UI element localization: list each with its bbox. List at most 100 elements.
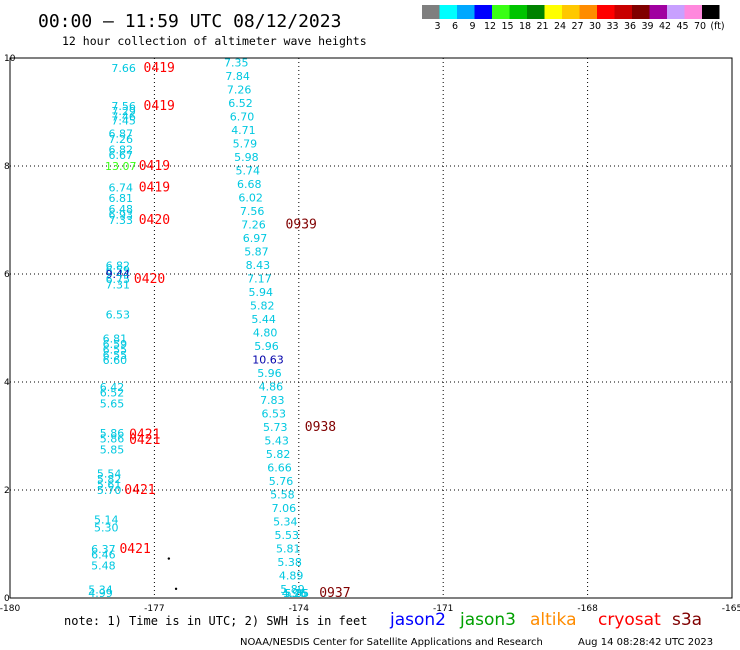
data-point-label: 6.67 [108, 149, 133, 162]
data-point-label: 5.34 [273, 516, 298, 529]
data-point-label: 8.43 [246, 259, 271, 272]
colorbar-swatch [702, 5, 720, 19]
colorbar-label: 21 [536, 21, 548, 32]
colorbar-label: 24 [554, 21, 566, 32]
y-tick-label: 2 [4, 486, 10, 496]
pass-time-label: 0937 [319, 586, 350, 601]
data-point-label: 7.66 [111, 62, 136, 75]
data-point-label: 5.48 [91, 559, 116, 572]
data-point-label: 4.86 [259, 381, 284, 394]
data-point-label: 6.55 [103, 343, 128, 356]
data-point-label: 6.42 [100, 381, 125, 394]
data-point-label: 5.38 [277, 556, 302, 569]
data-point-label: 4.99 [88, 587, 113, 600]
data-point-label: 7.06 [272, 502, 297, 515]
colorbar-label: 42 [659, 21, 671, 32]
data-point-label: 13.07 [105, 160, 137, 173]
colorbar-label: 27 [571, 21, 583, 32]
pass-time-label: 0421 [129, 433, 160, 448]
pass-time-label: 0419 [139, 159, 170, 174]
colorbar-swatch [492, 5, 510, 19]
data-point-label: 7.56 [111, 100, 136, 113]
colorbar-swatch [614, 5, 632, 19]
pass-time-label: 0419 [144, 99, 175, 114]
data-point-label: 9.44 [106, 268, 131, 281]
data-point-label: 7.17 [247, 273, 272, 286]
data-point-label: 5.26 [283, 587, 308, 600]
colorbar-label: 9 [469, 21, 475, 32]
data-point-label: 5.96 [257, 367, 282, 380]
pass-time-label: 0421 [119, 542, 150, 557]
data-point-label: 5.96 [254, 340, 279, 353]
colorbar-swatch [684, 5, 702, 19]
colorbar-swatch [439, 5, 457, 19]
colorbar-label: 3 [434, 21, 440, 32]
data-point-label: 4.96 [282, 587, 307, 600]
data-point-label: 6.82 [108, 144, 133, 157]
data-point-label: 6.81 [108, 192, 133, 205]
data-point-label: 7.31 [106, 279, 131, 292]
pass-time-label: 0421 [124, 483, 155, 498]
scatter-dot [174, 587, 178, 591]
data-point-label: 5.85 [100, 443, 125, 456]
data-point-label: 7.29 [111, 105, 136, 118]
data-point-label: 5.98 [234, 151, 259, 164]
axis-ticks: -180 -177 -174 -171 -168 -165 0 2 4 6 8 10 [0, 54, 740, 614]
scatter-dots [167, 557, 178, 591]
colorbar-label: 6 [452, 21, 458, 32]
x-tick-label: -165 [722, 604, 740, 614]
data-point-label: 7.26 [227, 84, 252, 97]
colorbar-label: (ft) [710, 21, 724, 32]
colorbar-swatch [544, 5, 562, 19]
data-point-label: 6.97 [243, 232, 268, 245]
chart-subtitle: 12 hour collection of altimeter wave hei… [62, 34, 367, 48]
satellite-cryosat: cryosat [598, 610, 661, 630]
data-point-label: 6.37 [91, 543, 116, 556]
colorbar-label: 45 [676, 21, 688, 32]
data-point-label: 6.87 [108, 127, 133, 140]
data-point-label: 5.86 [100, 427, 125, 440]
colorbar-swatch [562, 5, 580, 19]
footer-timestamp: Aug 14 08:28:42 UTC 2023 [578, 637, 713, 648]
colorbar-swatch [422, 5, 440, 19]
colorbar-label: 12 [484, 21, 496, 32]
colorbar-swatch [597, 5, 615, 19]
pass-time-label: 0938 [305, 420, 336, 435]
x-tick-label: -174 [289, 604, 310, 614]
x-tick-label: -180 [0, 604, 20, 614]
data-point-label: 6.75 [106, 273, 131, 286]
data-point-label: 5.35 [285, 587, 310, 600]
satellite-legend: jason2 jason3 altika cryosat s3a [389, 610, 702, 630]
x-tick-label: -168 [577, 604, 598, 614]
colorbar-label: 36 [624, 21, 636, 32]
colorbar-label: 30 [589, 21, 601, 32]
data-point-label: 6.59 [103, 338, 128, 351]
pass-time-label: 0419 [144, 61, 175, 76]
data-point-label: 6.70 [230, 111, 255, 124]
colorbar-swatch [667, 5, 685, 19]
data-points: 7.667.567.297.467.456.877.266.826.6713.0… [88, 57, 309, 600]
satellite-s3a: s3a [672, 610, 702, 630]
scatter-dot [167, 557, 171, 560]
y-tick-label: 6 [4, 270, 10, 280]
pass-time-label: 0939 [286, 218, 317, 233]
data-point-label: 6.55 [103, 349, 128, 362]
data-point-label: 5.76 [269, 475, 294, 488]
colorbar-swatch [579, 5, 597, 19]
pass-time-label: 0420 [134, 272, 165, 287]
data-point-label: 5.86 [100, 432, 125, 445]
colorbar-swatch [509, 5, 527, 19]
y-tick-label: 10 [4, 54, 16, 64]
data-point-label: 4.80 [253, 327, 278, 340]
y-tick-label: 4 [4, 378, 10, 388]
data-point-label: 6.53 [262, 408, 287, 421]
data-point-label: 6.60 [103, 354, 128, 367]
data-point-label: 7.84 [225, 70, 250, 83]
data-point-label: 7.56 [240, 205, 265, 218]
data-point-label: 6.82 [106, 260, 131, 273]
footer-credit: NOAA/NESDIS Center for Satellite Applica… [240, 637, 543, 648]
data-point-label: 5.74 [236, 165, 261, 178]
colorbar-swatch [649, 5, 667, 19]
data-point-label: 5.70 [97, 484, 122, 497]
